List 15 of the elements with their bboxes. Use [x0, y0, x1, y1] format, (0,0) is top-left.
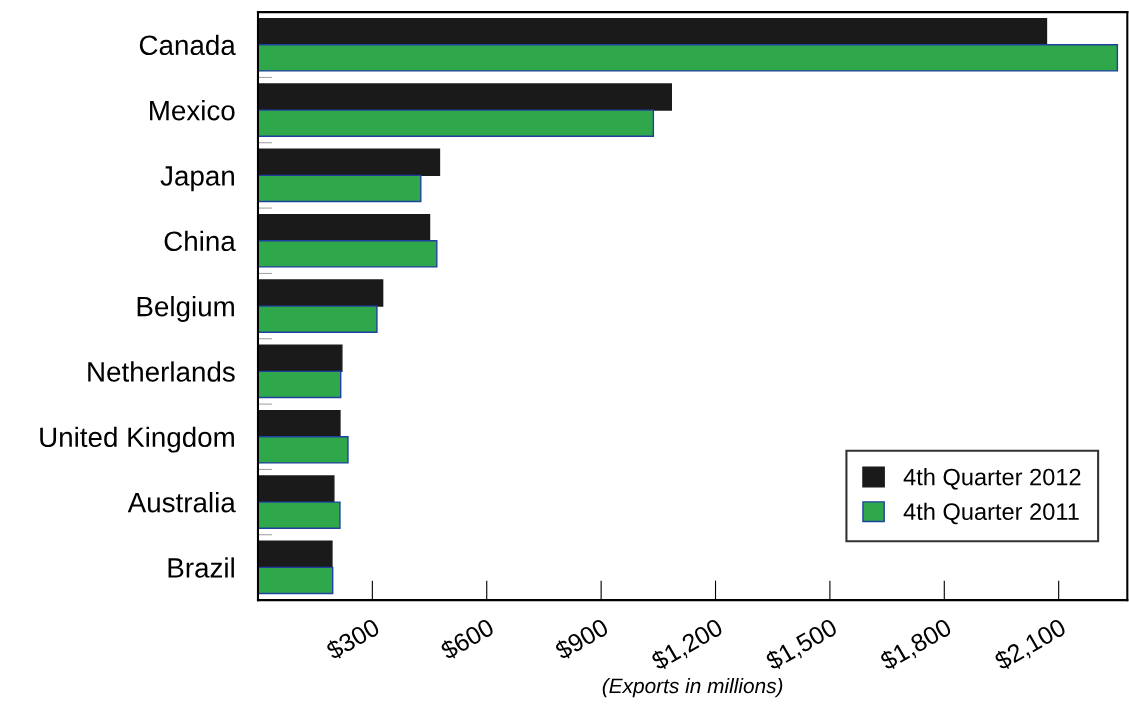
x-tick-label: $600 [438, 616, 496, 662]
x-tick-label: $900 [553, 616, 611, 662]
y-tick-label: Belgium [137, 296, 234, 322]
y-tick-label: Mexico [150, 100, 235, 121]
y-tick-label: China [164, 230, 236, 252]
x-tick-label: $300 [324, 616, 382, 662]
y-tick-label: Japan [160, 166, 234, 192]
y-tick-label: Australia [127, 492, 236, 513]
legend-label: 4th Quarter 2012 [903, 468, 1081, 490]
y-tick-label: Brazil [168, 557, 234, 578]
y-tick-label: Canada [139, 34, 236, 56]
y-tick-label: Netherlands [88, 361, 235, 382]
x-axis-title: (Exports in millions) [602, 677, 783, 698]
y-tick-label: United Kingdom [40, 426, 234, 453]
legend-label: 4th Quarter 2011 [903, 502, 1079, 525]
